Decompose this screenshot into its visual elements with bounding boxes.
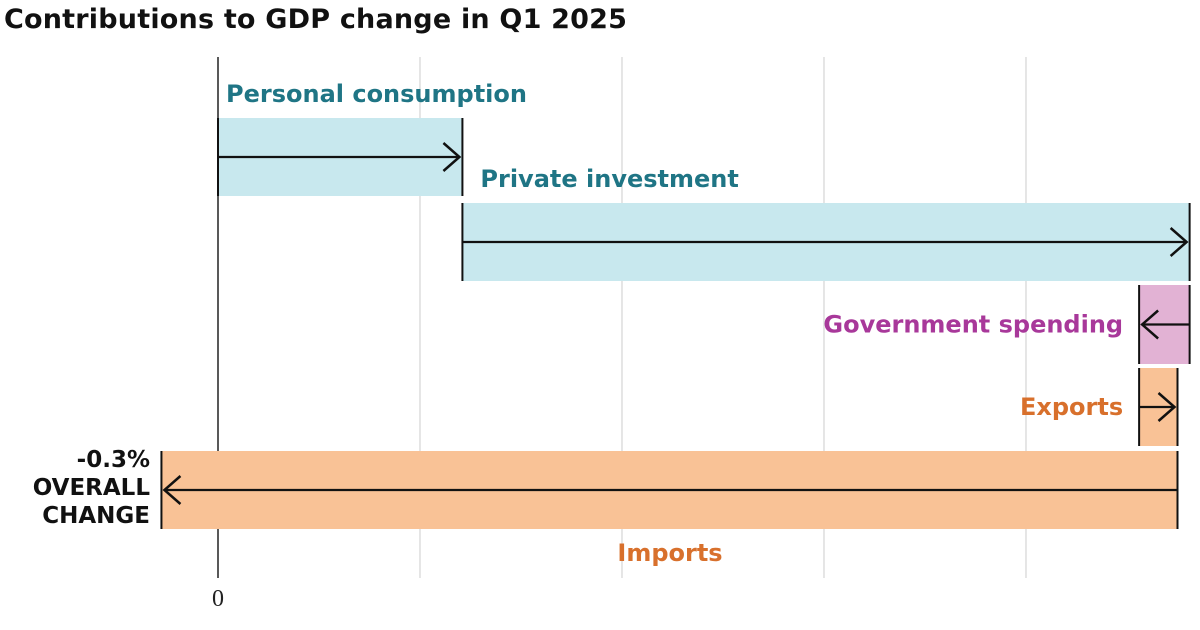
bar-label: Private investment [480,165,738,193]
bar-label: Imports [617,539,722,567]
arrow-head-icon [1140,309,1159,340]
arrow-head-icon [162,475,182,505]
x-tick-label: 0 [212,586,224,612]
bar-private-investment: Private investment [461,165,1191,281]
arrow-head-icon [1157,392,1177,422]
arrow-head-icon [1169,227,1189,257]
bar-label: Personal consumption [226,80,527,108]
bar-government-spending: Government spending [823,285,1191,364]
bar-personal-consumption: Personal consumption [217,80,527,196]
bar-label: Exports [1020,393,1123,421]
overall-change-line1: OVERALL [32,475,150,501]
overall-change-line2: CHANGE [42,503,150,529]
bar-exports: Exports [1020,368,1179,446]
overall-change-value: -0.3% [76,447,150,473]
bar-label: Government spending [823,311,1123,339]
overall-change-label: -0.3% OVERALL CHANGE [33,446,150,530]
bar-imports: Imports [160,451,1179,567]
arrow-head-icon [442,142,462,172]
chart-title: Contributions to GDP change in Q1 2025 [4,4,628,35]
